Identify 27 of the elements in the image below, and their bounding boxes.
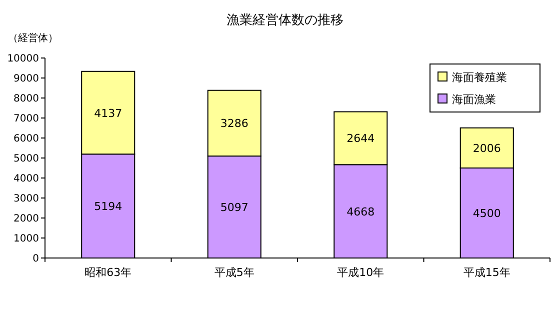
data-label: 3286 xyxy=(220,117,248,130)
y-tick-label: 0 xyxy=(32,254,39,264)
y-tick-label: 6000 xyxy=(14,134,39,144)
y-tick-label: 3000 xyxy=(14,194,39,204)
data-label: 5097 xyxy=(220,201,248,214)
x-tick-label: 平成10年 xyxy=(337,266,384,279)
data-label: 4137 xyxy=(94,106,122,120)
x-tick-label: 昭和63年 xyxy=(84,266,132,279)
legend-label: 海面漁業 xyxy=(452,93,496,106)
y-tick-label: 4000 xyxy=(14,174,39,184)
data-label: 2006 xyxy=(472,142,501,155)
y-tick-label: 10000 xyxy=(7,54,39,64)
data-label: 2644 xyxy=(346,132,375,146)
y-tick-label: 9000 xyxy=(14,74,39,84)
data-label: 4500 xyxy=(472,207,501,220)
y-tick-label: 2000 xyxy=(14,214,39,224)
data-label: 4668 xyxy=(346,205,375,218)
y-tick-label: 5000 xyxy=(14,154,39,164)
x-tick-label: 平成5年 xyxy=(214,266,254,279)
y-tick-label: 1000 xyxy=(14,234,39,244)
legend-label: 海面養殖業 xyxy=(452,71,507,84)
x-tick-label: 平成15年 xyxy=(463,266,510,279)
y-axis-title: （経営体） xyxy=(8,32,58,44)
y-tick-label: 7000 xyxy=(14,114,39,124)
chart-title: 漁業経営体数の推移 xyxy=(226,13,344,28)
y-tick-label: 8000 xyxy=(14,94,39,104)
data-label: 5194 xyxy=(94,200,122,214)
